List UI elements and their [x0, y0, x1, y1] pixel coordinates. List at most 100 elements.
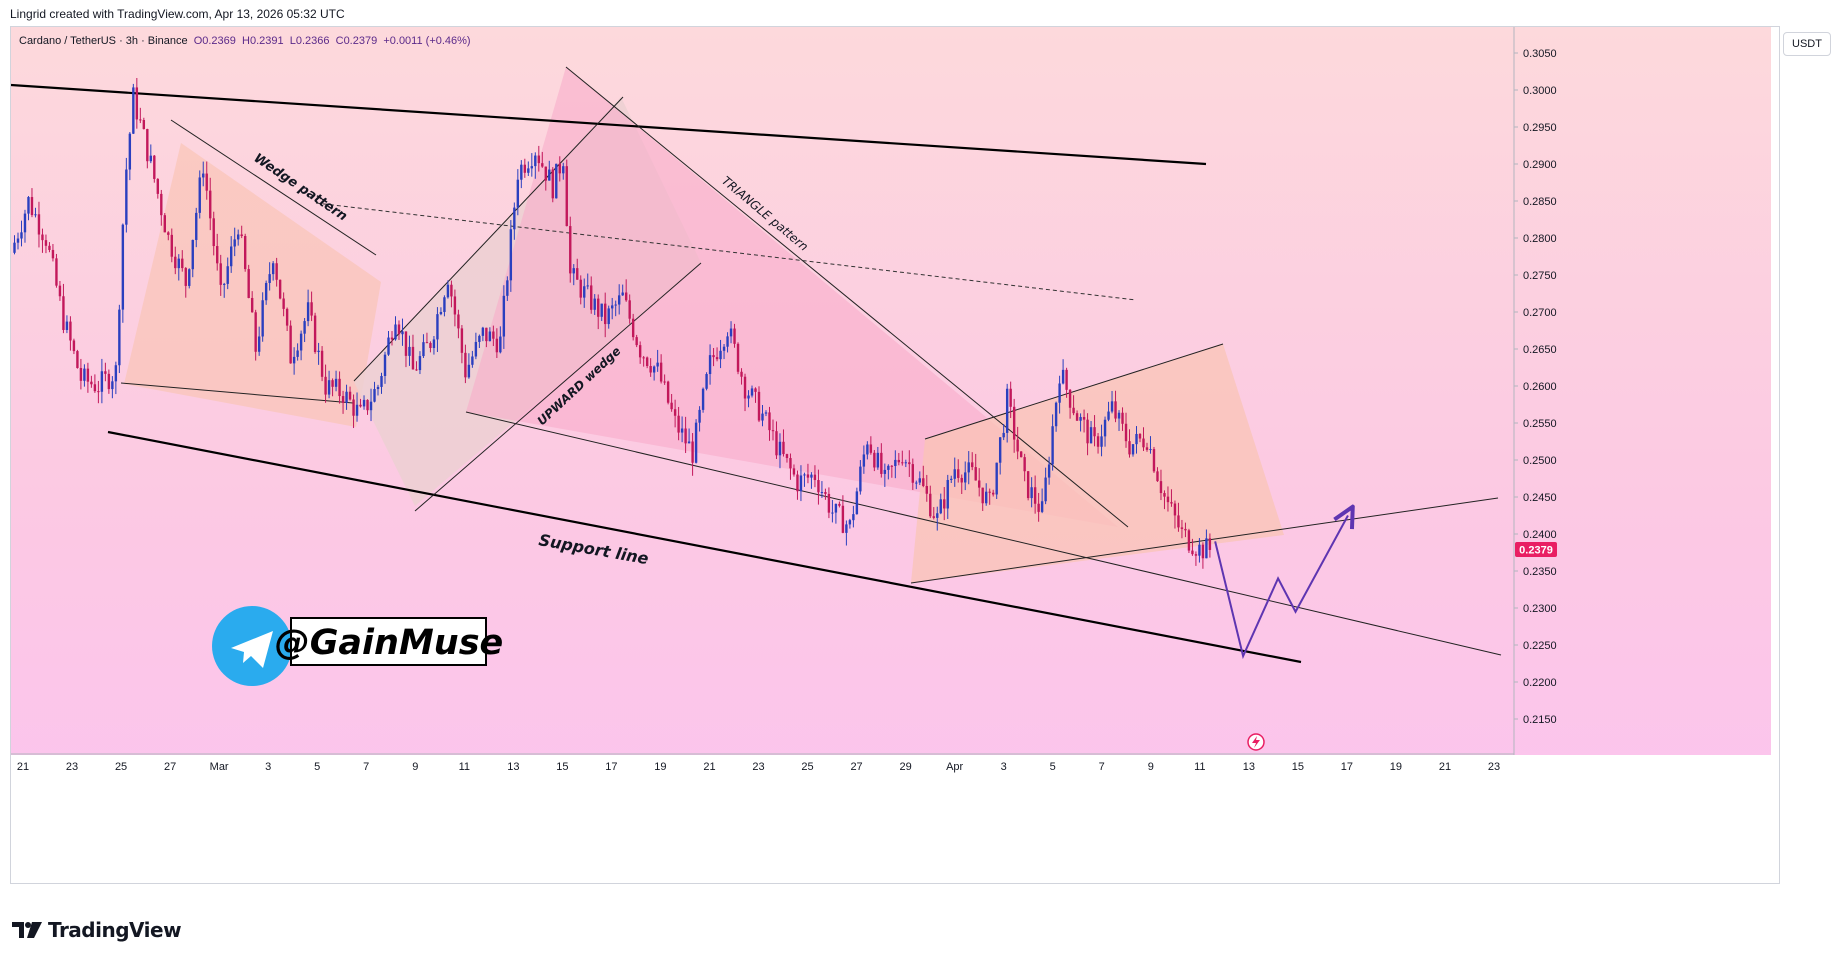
candle-body: [988, 491, 991, 493]
candle-body: [953, 469, 956, 479]
price-tick-label: 0.2650: [1523, 344, 1557, 356]
candle-body: [79, 368, 83, 381]
candle-body: [282, 298, 285, 309]
candle-body: [1075, 413, 1079, 421]
candle-body: [359, 404, 362, 407]
candle-body: [20, 232, 23, 239]
candle-body: [1177, 515, 1180, 528]
candle-body: [331, 380, 334, 387]
candle-body: [607, 308, 610, 325]
time-tick-label: 7: [1099, 761, 1105, 773]
candle-body: [1159, 481, 1163, 494]
time-tick-label: 29: [899, 761, 911, 773]
candle-body: [76, 351, 79, 369]
candle-body: [691, 441, 694, 463]
candle-body: [925, 485, 928, 494]
time-tick-label: 9: [412, 761, 418, 773]
candle-body: [754, 388, 757, 392]
candle-body: [799, 475, 803, 492]
time-tick-label: 9: [1148, 761, 1154, 773]
candle-body: [135, 87, 139, 120]
candle-body: [638, 345, 642, 358]
candle-body: [1131, 444, 1135, 455]
candle-body: [373, 389, 376, 402]
candle-body: [960, 477, 963, 483]
attribution-bar: Lingrid created with TradingView.com, Ap…: [0, 0, 1835, 26]
candle-body: [488, 331, 492, 342]
candle-body: [467, 364, 471, 378]
candle-body: [292, 356, 296, 364]
candle-body: [824, 492, 827, 494]
candle-body: [299, 333, 303, 351]
candle-body: [257, 336, 261, 352]
handle-text: @GainMuse: [275, 623, 504, 663]
candle-body: [939, 499, 942, 514]
candle-body: [1128, 441, 1131, 455]
time-tick-label: 15: [556, 761, 568, 773]
price-chart[interactable]: Wedge pattern UPWARD wedge TRIANGLE patt…: [11, 27, 1780, 884]
time-tick-label: 3: [265, 761, 271, 773]
candle-body: [845, 524, 848, 533]
handle-box: [290, 617, 487, 666]
time-axis[interactable]: 21 23 25 27 Mar 3 5 7 9 11 13 15 17 19 21 23 25 27 29 Apr 3 5…: [17, 761, 1500, 773]
wedge-zone: [124, 143, 381, 427]
candle-body: [387, 337, 390, 355]
price-tick-label: 0.2850: [1523, 196, 1557, 208]
symbol-name[interactable]: Cardano / TetherUS · 3h · Binance: [19, 35, 188, 47]
currency-badge[interactable]: USDT: [1783, 32, 1831, 56]
candle-body: [324, 376, 327, 395]
candle-body: [722, 346, 726, 351]
candle-body: [205, 173, 208, 191]
tradingview-logo-icon: [12, 922, 42, 938]
candle-body: [1121, 412, 1124, 424]
candle-body: [572, 268, 575, 274]
candle-body: [177, 258, 180, 269]
candle-body: [1016, 439, 1019, 452]
candle-body: [352, 399, 355, 416]
candle-body: [890, 465, 894, 467]
candle-body: [348, 391, 352, 400]
candle-body: [195, 212, 198, 240]
candle-body: [160, 193, 163, 216]
time-tick-label: 19: [654, 761, 666, 773]
candle-body: [1093, 427, 1096, 437]
candle-body: [555, 163, 558, 199]
candle-body: [530, 166, 534, 169]
wedge-lower-line: [120, 382, 354, 404]
symbol-legend[interactable]: Cardano / TetherUS · 3h · Binance O0.236…: [19, 35, 471, 47]
candle-body: [768, 412, 771, 431]
candle-body: [338, 378, 341, 397]
candle-body: [778, 441, 782, 456]
time-tick-label: 27: [164, 761, 176, 773]
tradingview-logo[interactable]: TradingView: [12, 918, 182, 942]
price-tick-label: 0.2150: [1523, 714, 1557, 726]
candle-body: [1135, 433, 1138, 445]
candle-body: [1005, 388, 1009, 433]
candle-body: [855, 491, 859, 515]
projection-line: [1214, 516, 1348, 660]
candle-body: [362, 399, 366, 407]
candle-body: [422, 342, 425, 357]
candle-body: [516, 179, 520, 208]
candle-body: [694, 422, 698, 463]
candle-body: [562, 166, 565, 174]
telegram-handle[interactable]: @GainMuse: [212, 606, 503, 686]
price-tick-label: 0.2500: [1523, 455, 1557, 467]
candle-body: [37, 214, 41, 235]
candle-body: [715, 357, 719, 360]
candle-body: [432, 339, 436, 349]
candle-body: [83, 368, 86, 381]
candle-body: [1152, 449, 1156, 472]
candle-body: [834, 503, 838, 513]
candle-body: [1044, 477, 1047, 502]
chart-panel[interactable]: Wedge pattern UPWARD wedge TRIANGLE patt…: [10, 26, 1780, 884]
time-tick-label: 21: [17, 761, 29, 773]
time-tick-label: 23: [66, 761, 78, 773]
flash-icon[interactable]: [1247, 733, 1265, 751]
candle-body: [551, 169, 554, 199]
candle-body: [673, 409, 677, 416]
candle-body: [1068, 389, 1072, 408]
price-axis[interactable]: 0.3050 0.3000 0.2950 0.2900 0.2850 0.2800 0.27…: [1514, 48, 1557, 726]
candle-body: [883, 469, 887, 474]
candle-body: [698, 409, 701, 423]
